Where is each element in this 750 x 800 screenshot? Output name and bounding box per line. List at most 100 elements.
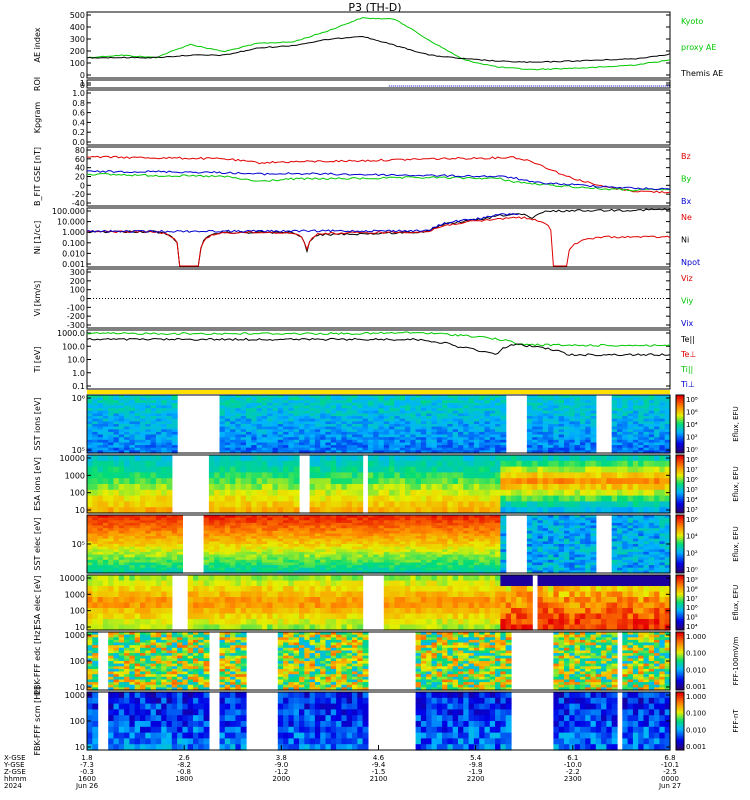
- heatmap-cell: [357, 484, 364, 491]
- heatmap-cell: [314, 501, 321, 508]
- heatmap-cell: [251, 565, 258, 569]
- heatmap-cell: [622, 455, 629, 462]
- heatmap-cell: [134, 538, 141, 542]
- heatmap-cell: [431, 536, 438, 540]
- heatmap-cell: [585, 501, 592, 508]
- heatmap-cell: [314, 437, 321, 441]
- heatmap-cell: [383, 410, 390, 414]
- heatmap-cell: [452, 408, 459, 412]
- heatmap-cell: [415, 515, 422, 519]
- heatmap-cell: [426, 450, 433, 454]
- heatmap-cell: [134, 431, 141, 436]
- heatmap-cell: [102, 424, 109, 428]
- heatmap-cell: [256, 424, 263, 428]
- heatmap-cell: [442, 437, 448, 441]
- heatmap-cell: [240, 478, 247, 485]
- heatmap-cell: [468, 450, 475, 454]
- heatmap-cell: [405, 520, 411, 524]
- heatmap-cell: [399, 424, 406, 428]
- heatmap-cell: [569, 450, 576, 454]
- heatmap-cell: [288, 466, 295, 473]
- heatmap-cell: [394, 549, 401, 553]
- heatmap-cell: [458, 567, 464, 571]
- heatmap-cell: [224, 439, 231, 443]
- heatmap-cell: [140, 549, 146, 553]
- heatmap-cell: [214, 522, 221, 527]
- heatmap-cell: [118, 405, 125, 409]
- heatmap-cell: [230, 567, 236, 571]
- heatmap-cell: [611, 439, 618, 443]
- heatmap-cell: [410, 397, 417, 401]
- heatmap-cell: [410, 557, 417, 561]
- heatmap-cell: [617, 507, 623, 514]
- heatmap-cell: [394, 478, 401, 485]
- heatmap-cell: [537, 410, 544, 414]
- heatmap-cell: [484, 472, 491, 479]
- heatmap-cell: [648, 402, 655, 407]
- heatmap-cell: [426, 478, 433, 485]
- heatmap-cell: [574, 460, 581, 468]
- heatmap-cell: [352, 538, 358, 542]
- heatmap-cell: [155, 431, 162, 436]
- heatmap-cell: [362, 562, 369, 566]
- heatmap-cell: [314, 431, 321, 436]
- heatmap-cell: [92, 450, 99, 454]
- colorbar-cell: [676, 509, 684, 512]
- heatmap-cell: [648, 397, 655, 401]
- heatmap-cell: [134, 501, 141, 508]
- heatmap-cell: [288, 410, 295, 414]
- heatmap-cell: [601, 501, 607, 508]
- heatmap-cell: [431, 522, 438, 527]
- heatmap-cell: [235, 400, 242, 404]
- heatmap-cell: [97, 525, 104, 529]
- heatmap-cell: [590, 460, 597, 468]
- heatmap-cell: [240, 501, 247, 508]
- heatmap-cell: [537, 395, 544, 399]
- heatmap-cell: [638, 442, 645, 446]
- heatmap-cell: [314, 551, 321, 556]
- heatmap-cell: [394, 507, 401, 514]
- heatmap-cell: [140, 546, 146, 550]
- heatmap-cell: [410, 413, 417, 417]
- heatmap-cell: [643, 472, 650, 479]
- colorbar-tick-label: 10³: [686, 506, 698, 514]
- heatmap-cell: [150, 530, 157, 534]
- heatmap-cell: [161, 445, 168, 449]
- heatmap-cell: [415, 551, 422, 556]
- heatmap-cell: [320, 405, 327, 409]
- heatmap-cell: [611, 418, 618, 422]
- heatmap-cell: [214, 549, 221, 553]
- heatmap-cell: [564, 424, 570, 428]
- heatmap-cell: [611, 437, 618, 441]
- heatmap-cell: [320, 541, 327, 545]
- heatmap-cell: [256, 559, 263, 563]
- heatmap-cell: [367, 484, 374, 491]
- heatmap-cell: [638, 460, 645, 468]
- heatmap-cell: [389, 551, 395, 556]
- heatmap-cell: [526, 439, 533, 443]
- heatmap-cell: [505, 495, 512, 502]
- heatmap-cell: [346, 405, 353, 409]
- heatmap-cell: [102, 533, 109, 537]
- heatmap-cell: [129, 517, 136, 521]
- heatmap-cell: [367, 413, 374, 417]
- heatmap-cell: [230, 536, 236, 540]
- heatmap-cell: [431, 495, 438, 502]
- heatmap-cell: [367, 525, 374, 529]
- heatmap-cell: [484, 410, 491, 414]
- heatmap-cell: [405, 533, 411, 537]
- colorbar-cell: [676, 497, 684, 500]
- heatmap-cell: [320, 472, 327, 479]
- heatmap-cell: [87, 520, 93, 524]
- heatmap-cell: [166, 395, 173, 399]
- heatmap-cell: [346, 495, 353, 502]
- heatmap-cell: [495, 442, 501, 446]
- heatmap-cell: [341, 460, 348, 468]
- heatmap-cell: [452, 429, 459, 433]
- heatmap-cell: [420, 546, 427, 550]
- heatmap-cell: [463, 489, 470, 497]
- y-tick-label: 20: [75, 173, 85, 182]
- heatmap-cell: [251, 544, 258, 548]
- heatmap-cell: [585, 418, 592, 422]
- heatmap-cell: [410, 410, 417, 414]
